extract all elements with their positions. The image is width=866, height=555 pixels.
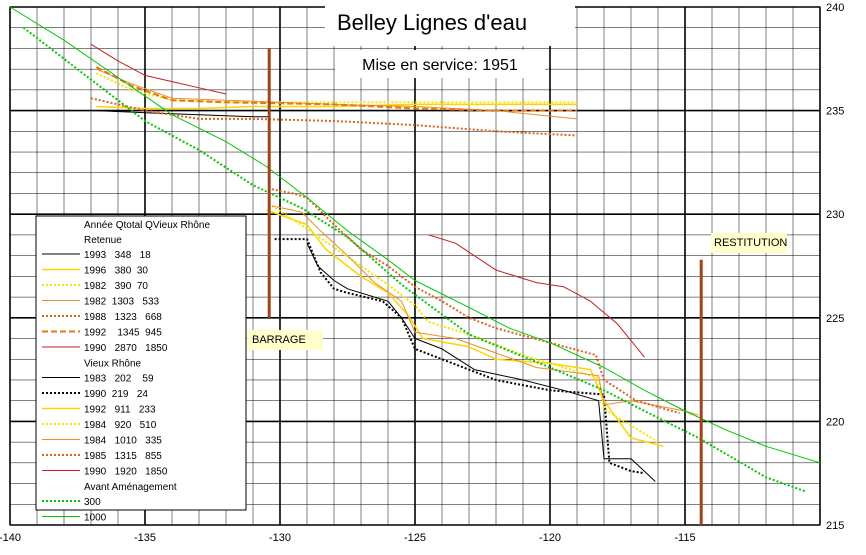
legend-entry: 1000 [84,513,107,524]
x-tick-label: -120 [539,532,561,544]
series-line [274,238,645,475]
legend-entry: 1993 348 18 [84,250,151,261]
legend-entry: 1990 2870 1850 [84,343,168,354]
legend-entry: 1990 1920 1850 [84,467,168,478]
series-line [271,205,699,416]
series-line [90,43,227,95]
series-line [9,6,821,464]
legend-header: Année Qtotal QVieux Rhône [84,220,210,231]
series-line [271,205,659,443]
legend-entry: 1984 1010 335 [84,436,162,447]
legend-entry: 1990 219 24 [84,389,148,400]
series-line [96,110,270,118]
legend-entry: 1985 1315 855 [84,451,162,462]
series-line [428,234,645,358]
legend-entry: 1996 380 30 [84,266,148,277]
legend-entry: 1982 1303 533 [84,297,160,308]
legend-entry: 1983 202 59 [84,374,154,385]
legend-entry: 1992 1345 945 [84,328,162,339]
y-tick-label: 220 [826,416,844,428]
x-tick-label: -130 [269,532,291,544]
legend-box [35,215,247,511]
chart-title: Belley Lignes d'eau [337,10,527,35]
subtitle-box [335,50,545,78]
y-tick-label: 235 [826,106,844,118]
legend: Année Qtotal QVieux Rhône Retenue 1993 348… [42,220,210,524]
restitution-label: RESTITUTION [714,237,787,249]
series-line [271,188,680,415]
series-line [96,68,578,120]
y-tick-label: 215 [826,520,844,532]
legend-entry: 300 [84,497,101,508]
legend-entry: 1982 390 70 [84,281,148,292]
series-layer [9,6,821,493]
x-tick-label: -115 [674,532,695,544]
axes: -140 -135 -130 -125 -120 -115 215 220 225 230 235 2… [0,2,844,544]
y-tick-label: 225 [826,313,844,325]
grid [9,6,821,526]
chart-subtitle: Mise en service: 1951 [362,57,518,74]
legend-entry: 1992 911 233 [84,405,156,416]
markers-layer [267,48,703,525]
legend-entry: 1984 920 510 [84,420,157,431]
title-box [325,6,575,46]
series-line [306,242,656,482]
series-line [96,103,577,110]
barrage-label-box [247,330,323,350]
legend-entry: 1988 1323 668 [84,312,162,323]
series-line [22,26,807,493]
x-tick-label: -140 [0,532,21,544]
legend-group-label: Vieux Rhône [84,359,142,370]
y-tick-label: 230 [826,209,844,221]
legend-group-label: Retenue [84,235,122,246]
series-line [90,97,578,137]
barrage-label: BARRAGE [252,334,306,346]
x-tick-label: -125 [404,532,426,544]
legend-group-label: Avant Aménagement [84,482,177,493]
series-line [95,66,577,112]
x-tick-label: -135 [134,532,156,544]
restitution-label-box [711,233,787,253]
y-tick-label: 240 [826,2,844,14]
